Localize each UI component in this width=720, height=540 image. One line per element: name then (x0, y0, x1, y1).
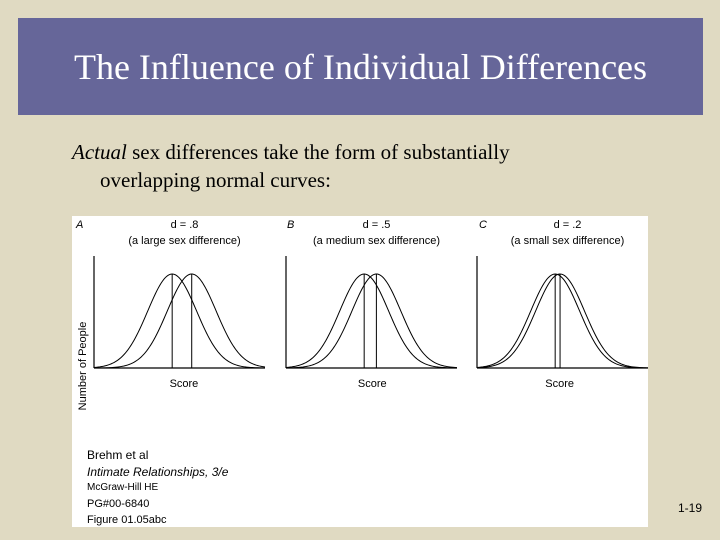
y-axis-label: Number of People (77, 322, 89, 411)
curve-c-1 (476, 273, 648, 369)
x-axis-label-c: Score (545, 378, 574, 390)
panel-subtitle-b: (a medium sex difference) (313, 235, 440, 247)
panel-subtitle-c: (a small sex difference) (511, 235, 625, 247)
body-line2: overlapping normal curves: (100, 168, 331, 192)
curve-b-1 (285, 273, 458, 369)
credit-line1: Brehm et al (87, 448, 148, 462)
body-text: Actual sex differences take the form of … (72, 138, 672, 194)
credit-line3: McGraw-Hill HE (87, 482, 158, 493)
body-line1: sex differences take the form of substan… (132, 140, 510, 164)
curve-c-2 (476, 273, 648, 369)
curve-a-1 (93, 273, 266, 369)
curve-b-2 (285, 273, 458, 369)
x-axis-label-b: Score (358, 378, 387, 390)
curve-a-2 (93, 273, 266, 369)
panel-title-a: d = .8 (171, 219, 199, 231)
credit-line2: Intimate Relationships, 3/e (87, 465, 229, 479)
credit-line5: Figure 01.05abc (87, 514, 167, 526)
slide-number: 1-19 (678, 501, 703, 515)
credit-line4: PG#00-6840 (87, 498, 149, 510)
panel-title-b: d = .5 (363, 219, 391, 231)
figure-panel: Number of People Brehm et al Intimate Re… (72, 216, 648, 527)
panel-letter-b: B (287, 219, 294, 231)
panel-letter-a: A (75, 219, 83, 231)
panel-subtitle-a: (a large sex difference) (128, 235, 240, 247)
panel-letter-c: C (479, 219, 487, 231)
x-axis-label-a: Score (170, 378, 199, 390)
normal-curves-figure: Number of People Brehm et al Intimate Re… (75, 219, 648, 526)
slide-title: The Influence of Individual Differences (73, 46, 648, 87)
body-emphasis: Actual (72, 140, 127, 164)
title-bar: The Influence of Individual Differences (18, 18, 703, 115)
panel-title-c: d = .2 (554, 219, 582, 231)
